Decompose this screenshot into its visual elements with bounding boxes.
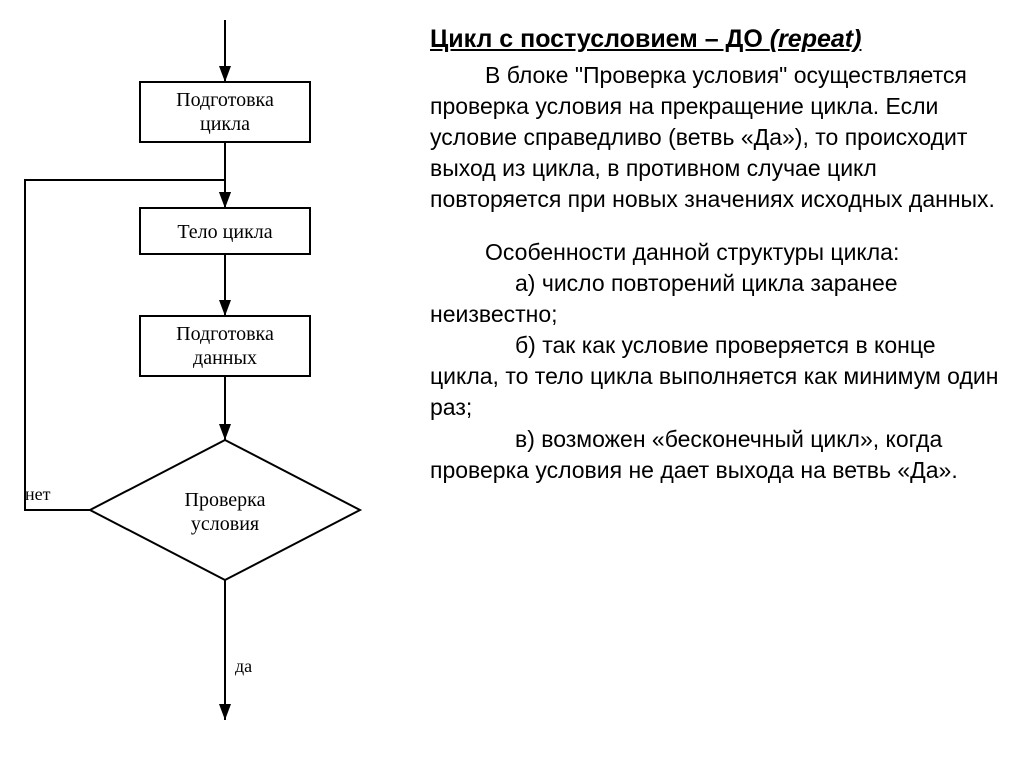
svg-text:Подготовка: Подготовка bbox=[176, 89, 274, 111]
title-main: Цикл с постусловием – ДО bbox=[430, 25, 770, 53]
paragraph-1: В блоке "Проверка условия" осуществляетс… bbox=[430, 60, 1010, 215]
list-item-a: а) число повторений цикла заранее неизве… bbox=[430, 268, 1010, 330]
paragraph-2: Особенности данной структуры цикла: bbox=[430, 237, 1010, 268]
list-item-c: в) возможен «бесконечный цикл», когда пр… bbox=[430, 424, 1010, 486]
svg-text:Подготовка: Подготовка bbox=[176, 323, 274, 345]
title-sub: (repeat) bbox=[770, 25, 862, 53]
svg-text:Тело цикла: Тело цикла bbox=[177, 221, 272, 243]
svg-text:цикла: цикла bbox=[200, 113, 250, 135]
svg-text:данных: данных bbox=[193, 347, 257, 369]
text-region: Цикл с постусловием – ДО (repeat) В блок… bbox=[430, 25, 1010, 486]
svg-text:да: да bbox=[235, 656, 252, 676]
page-title: Цикл с постусловием – ДО (repeat) bbox=[430, 25, 1010, 54]
svg-text:нет: нет bbox=[25, 484, 51, 504]
list-item-b: б) так как условие проверяется в конце ц… bbox=[430, 330, 1010, 423]
svg-text:условия: условия bbox=[191, 513, 259, 535]
flowchart-region: ПодготовкациклаТело циклаПодготовкаданны… bbox=[0, 0, 420, 767]
svg-text:Проверка: Проверка bbox=[185, 489, 266, 511]
